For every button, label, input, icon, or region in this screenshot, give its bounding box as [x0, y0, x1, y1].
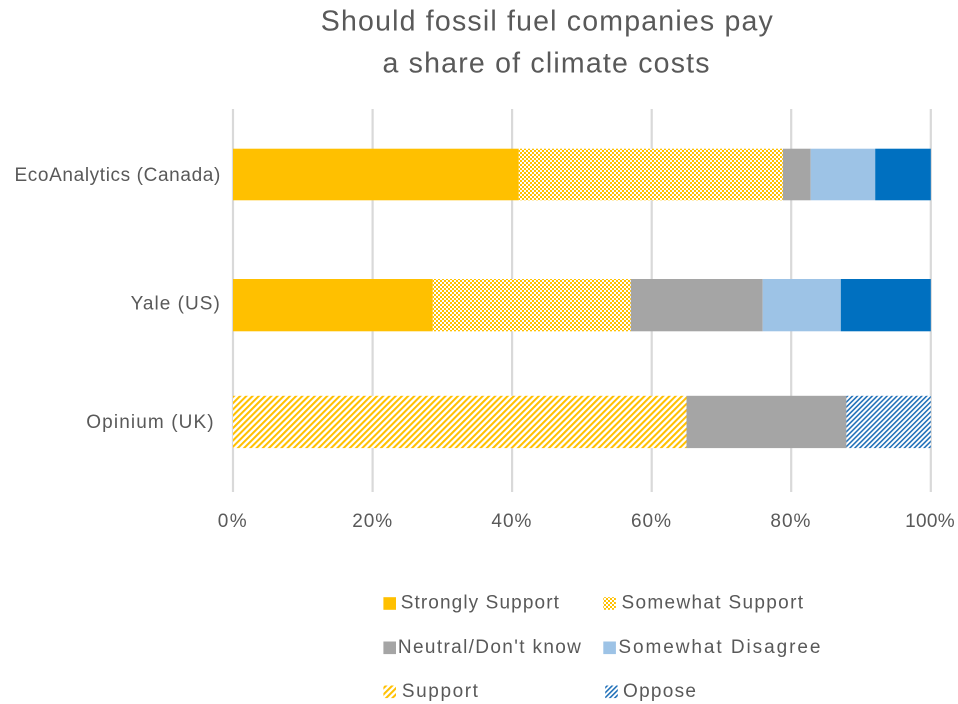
svg-text:Somewhat Support: Somewhat Support	[622, 592, 804, 613]
svg-text:Opinium (UK): Opinium (UK)	[86, 412, 213, 433]
svg-text:Oppose: Oppose	[623, 681, 696, 702]
svg-text:Neutral/Don't know: Neutral/Don't know	[398, 637, 581, 658]
svg-text:100%: 100%	[905, 511, 955, 532]
svg-text:Strongly Support: Strongly Support	[401, 592, 560, 613]
svg-text:60%: 60%	[631, 511, 671, 532]
svg-text:Support: Support	[402, 681, 479, 702]
svg-text:a share of climate costs: a share of climate costs	[383, 47, 710, 79]
svg-text:EcoAnalytics (Canada): EcoAnalytics (Canada)	[15, 165, 221, 186]
svg-text:0%: 0%	[218, 511, 247, 532]
svg-text:20%: 20%	[352, 511, 392, 532]
svg-text:80%: 80%	[770, 511, 810, 532]
svg-text:Yale (US): Yale (US)	[131, 293, 220, 314]
svg-text:Should fossil fuel companies p: Should fossil fuel companies pay	[321, 6, 774, 38]
svg-text:Somewhat Disagree: Somewhat Disagree	[618, 637, 820, 658]
svg-text:40%: 40%	[491, 511, 531, 532]
